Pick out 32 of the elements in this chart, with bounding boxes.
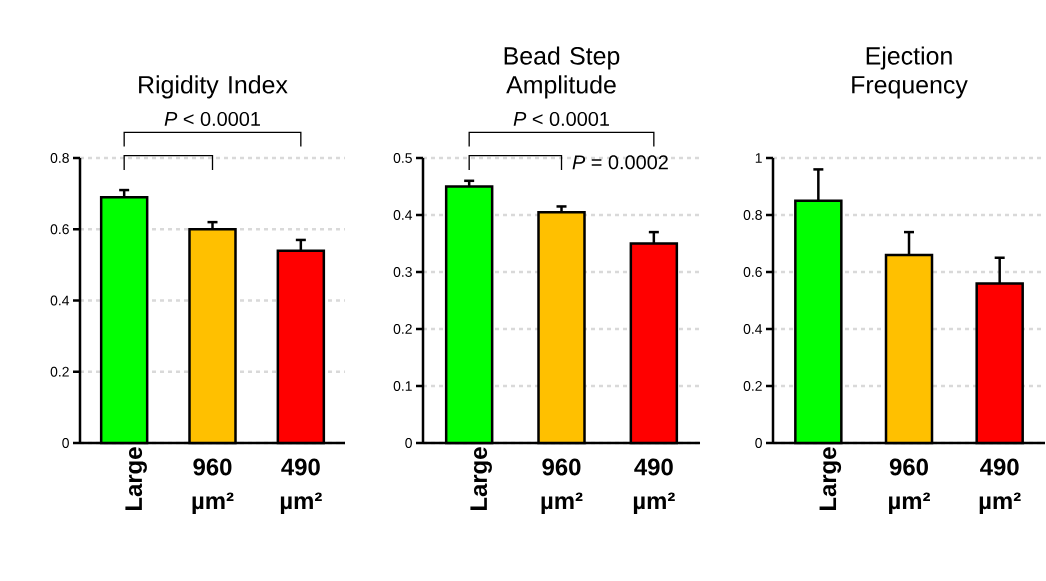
y-tick-label: 0.2 [393,324,412,334]
x-tick-label: 490 µm² [979,458,1021,515]
x-tick-label: 490 µm² [280,458,322,515]
chart-title: Rigidity Index [139,75,288,99]
y-tick-label: 0.8 [50,153,69,163]
y-tick-label: 0.8 [743,210,762,220]
x-tick-label: 960 µm² [541,458,583,515]
y-tick-label: 0.4 [393,210,413,220]
y-tick-label: 0.4 [743,324,763,334]
text: P < 0.0001 [513,111,609,126]
chart-title: Ejection Frequency [852,46,968,99]
y-tick-label: 0.6 [743,267,762,277]
y-tick-label: 0 [405,438,412,448]
y-tick-label: 0.5 [393,153,412,163]
x-tick-label: Large [125,447,147,511]
annotation: P = 0.0002 [572,155,668,170]
y-tick-label: 0.2 [50,366,69,377]
text: P < 0.0001 [164,111,260,126]
x-tick-label: 960 µm² [889,458,930,515]
y-tick-label: 0 [62,438,69,448]
chart-title: Bead Step Amplitude [504,46,620,99]
y-tick-label: 0 [755,438,762,448]
x-tick-label: 960 µm² [192,458,234,515]
y-tick-label: 1 [755,153,762,163]
x-tick-label: 490 µm² [633,458,675,515]
y-tick-label: 0.3 [393,267,412,277]
y-tick-label: 0.6 [50,224,69,235]
y-tick-label: 0.1 [393,381,412,391]
x-tick-label: Large [470,447,492,511]
y-tick-label: 0.4 [50,295,70,306]
y-tick-label: 0.2 [743,381,762,391]
x-tick-label: Large [819,447,842,511]
